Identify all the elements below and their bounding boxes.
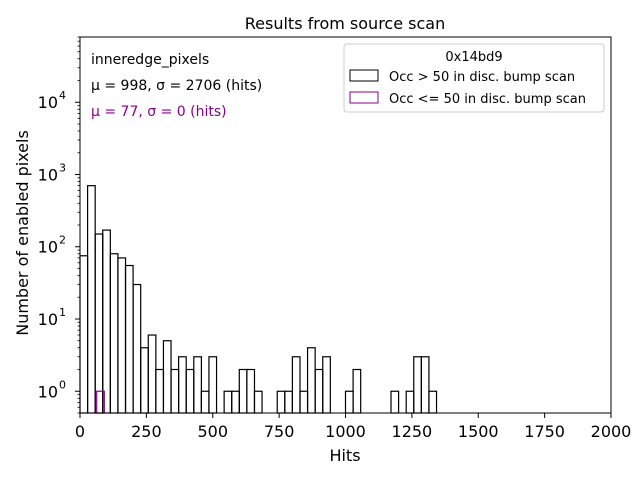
histogram-bin-series-1 — [284, 390, 294, 414]
histogram-bin-series-1 — [155, 368, 165, 414]
x-axis-label: Hits — [329, 446, 360, 465]
legend-title: 0x14bd9 — [445, 50, 502, 65]
histogram-layer — [79, 185, 438, 414]
chart-title: Results from source scan — [245, 14, 445, 33]
histogram-bin-series-1 — [162, 340, 172, 414]
x-tick-label: 1750 — [524, 422, 565, 441]
histogram-bin-series-1 — [208, 356, 218, 414]
y-axis-label: Number of enabled pixels — [13, 130, 32, 336]
histogram-bin-series-1 — [117, 257, 127, 414]
histogram-bin-series-1 — [109, 253, 119, 414]
y-tick-label: 10 — [38, 238, 58, 257]
histogram-bin-series-1 — [344, 390, 354, 414]
legend-label-series-2: Occ <= 50 in disc. bump scan — [389, 92, 586, 107]
histogram-bin-series-1 — [246, 368, 256, 414]
histogram-bin-series-1 — [223, 390, 233, 414]
x-tick-label: 750 — [264, 422, 295, 441]
histogram-bin-series-1 — [428, 390, 438, 414]
histogram-bin-series-1 — [140, 347, 149, 414]
histogram-bin-series-1 — [420, 356, 430, 414]
annotation-stats-main: μ = 998, σ = 2706 (hits) — [91, 78, 262, 94]
histogram-bin-series-1 — [231, 390, 240, 414]
histogram-bin-series-1 — [322, 356, 331, 414]
legend-swatch-series-1 — [349, 69, 379, 82]
y-tick-label-exponent: 4 — [59, 89, 66, 102]
histogram-bin-series-1 — [253, 390, 263, 414]
x-tick-label: 500 — [197, 422, 228, 441]
y-tick-label: 10 — [38, 310, 58, 329]
y-tick-label: 10 — [38, 165, 58, 184]
histogram-bin-series-1 — [79, 255, 89, 414]
histogram-bin-series-1 — [178, 356, 187, 414]
histogram-bin-series-1 — [86, 185, 96, 414]
histogram-bin-series-1 — [390, 390, 400, 414]
x-tick-label: 1500 — [458, 422, 499, 441]
histogram-bin-series-1 — [170, 368, 180, 414]
histogram-bin-series-1 — [185, 368, 195, 414]
legend: 0x14bd9 Occ > 50 in disc. bump scan Occ … — [343, 43, 605, 113]
histogram-bin-series-1 — [291, 356, 301, 414]
histogram-bin-series-1 — [102, 229, 111, 414]
x-tick-label: 1000 — [325, 422, 366, 441]
legend-frame — [343, 43, 605, 113]
legend-swatch-series-2 — [349, 91, 379, 104]
histogram-bin-series-1 — [94, 233, 104, 414]
annotation-dataset-name: inneredge_pixels — [91, 52, 209, 68]
y-tick-label-exponent: 1 — [59, 306, 66, 319]
histogram-bin-series-1 — [413, 356, 422, 414]
y-tick-label: 10 — [38, 382, 58, 401]
histogram-bin-series-1 — [276, 390, 286, 414]
histogram-bin-series-1 — [299, 390, 309, 414]
histogram-bin-series-1 — [147, 334, 157, 414]
histogram-bin-series-1 — [306, 347, 316, 414]
x-tick-label: 1250 — [392, 422, 433, 441]
legend-label-series-1: Occ > 50 in disc. bump scan — [389, 70, 575, 85]
histogram-bin-series-1 — [405, 390, 415, 414]
histogram-bin-series-1 — [200, 390, 210, 414]
y-tick-label-exponent: 0 — [59, 378, 66, 391]
x-tick-label: 0 — [75, 422, 85, 441]
x-tick-label: 2000 — [591, 422, 632, 441]
histogram-bin-series-1 — [352, 368, 362, 414]
x-tick-label: 250 — [131, 422, 162, 441]
y-tick-label-exponent: 3 — [59, 161, 66, 174]
histogram-bin-series-1 — [132, 283, 142, 414]
histogram-bin-series-1 — [314, 368, 324, 414]
annotation-stats-secondary: μ = 77, σ = 0 (hits) — [91, 104, 227, 120]
y-tick-label: 10 — [38, 93, 58, 112]
histogram-bin-series-1 — [193, 356, 202, 414]
histogram-bin-series-1 — [238, 368, 248, 414]
histogram-bin-series-1 — [124, 264, 134, 414]
y-tick-label-exponent: 2 — [59, 234, 66, 247]
